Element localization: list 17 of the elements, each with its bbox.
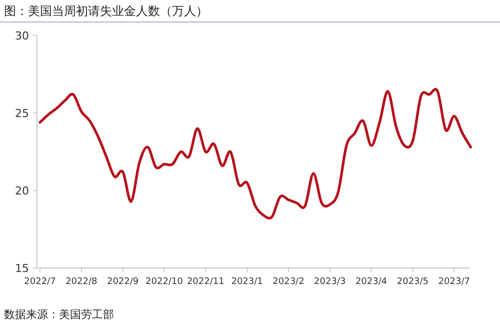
x-tick-label: 2022/9 xyxy=(106,277,139,287)
x-tick-label: 2022/7 xyxy=(24,277,56,287)
x-tick-label: 2023/4 xyxy=(355,277,388,287)
x-tick-label: 2023/3 xyxy=(314,277,346,287)
x-tick-label: 2023/5 xyxy=(396,277,429,287)
x-tick-label: 2022/10 xyxy=(146,277,184,287)
x-tick-label: 2022/8 xyxy=(66,277,98,287)
y-tick-label: 25 xyxy=(15,107,29,120)
y-tick-label: 20 xyxy=(15,184,29,198)
x-tick-label: 2023/1 xyxy=(231,277,263,287)
x-tick-label: 2023/2 xyxy=(272,277,304,287)
y-tick-label: 30 xyxy=(15,30,29,43)
source-note: 数据来源：美国劳工部 xyxy=(4,308,114,321)
chart-title: 图：美国当周初请失业金人数（万人） xyxy=(4,4,208,18)
x-tick-label: 2023/7 xyxy=(438,277,470,287)
y-tick-label: 15 xyxy=(15,262,29,275)
x-tick-label: 2022/11 xyxy=(186,277,224,287)
